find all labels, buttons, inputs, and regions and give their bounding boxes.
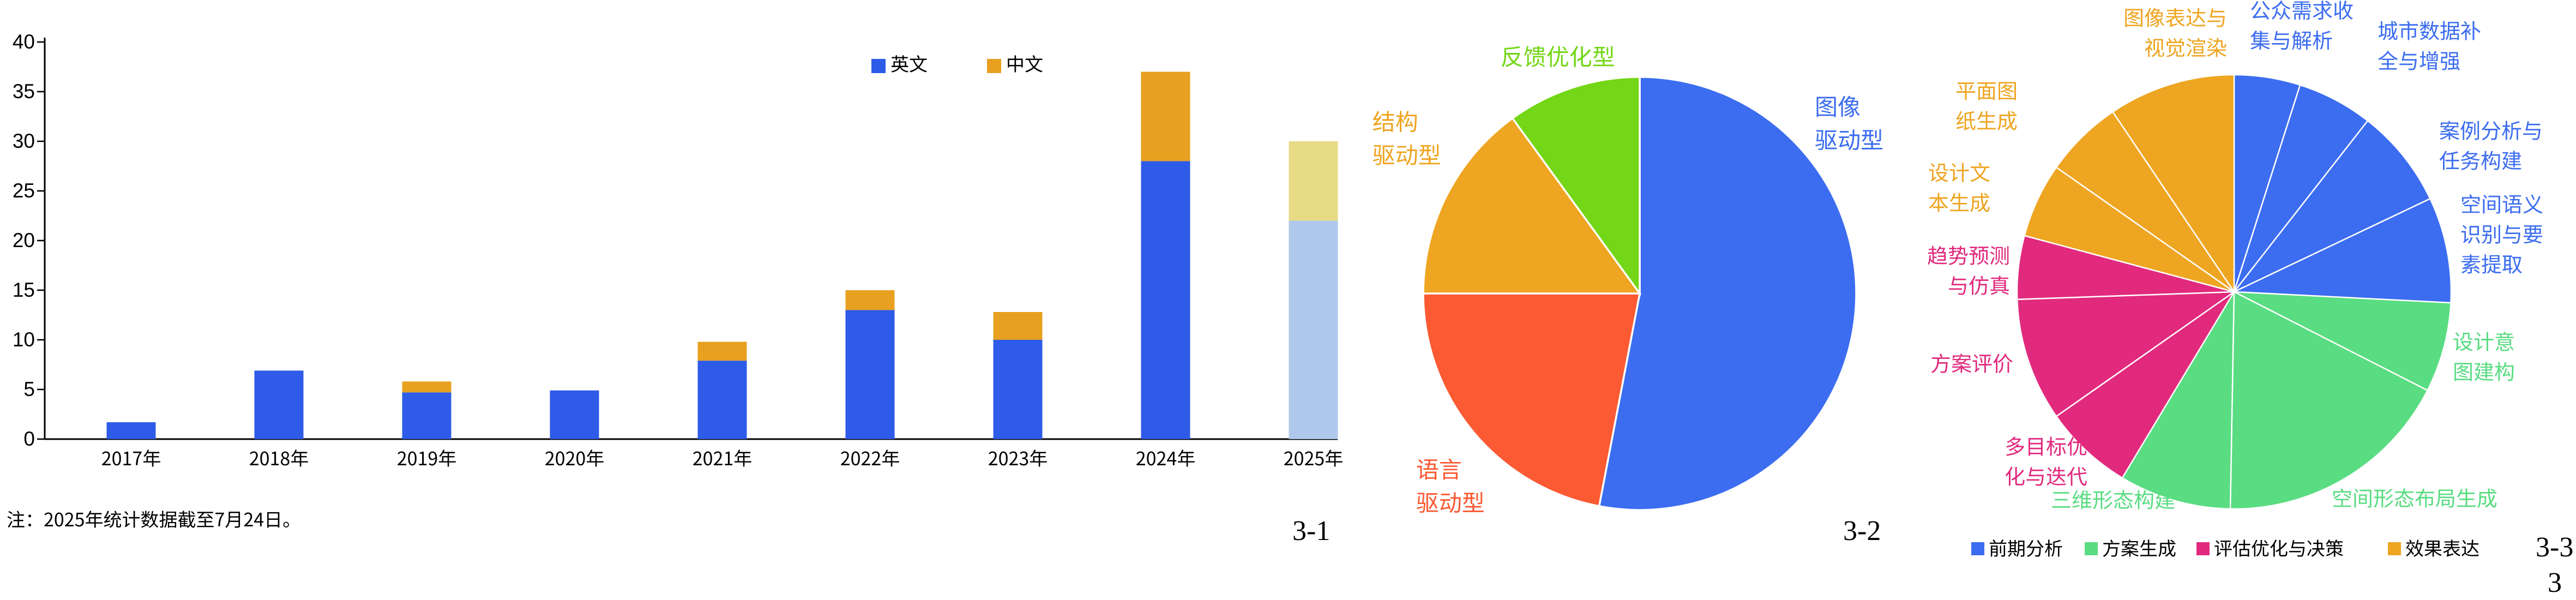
svg-text:反馈优化型: 反馈优化型 (1501, 39, 1615, 73)
svg-text:中文: 中文 (1006, 50, 1043, 76)
svg-text:图建构: 图建构 (2453, 355, 2515, 385)
svg-text:3: 3 (2548, 567, 2562, 598)
svg-text:0: 0 (23, 428, 35, 450)
svg-text:纸生成: 纸生成 (1955, 104, 2018, 134)
svg-text:2025年: 2025年 (1284, 444, 1343, 471)
svg-text:3-2: 3-2 (1843, 515, 1881, 547)
svg-text:空间形态布局生成: 空间形态布局生成 (2332, 482, 2497, 512)
svg-text:驱动型: 驱动型 (1373, 137, 1441, 170)
svg-text:2021年: 2021年 (693, 444, 752, 471)
svg-text:前期分析: 前期分析 (1989, 534, 2063, 561)
svg-text:识别与要: 识别与要 (2460, 218, 2543, 248)
svg-text:素提取: 素提取 (2460, 248, 2523, 278)
svg-text:公众需求收: 公众需求收 (2250, 0, 2354, 24)
svg-text:2022年: 2022年 (840, 444, 900, 471)
svg-text:15: 15 (13, 279, 35, 301)
svg-text:2023年: 2023年 (988, 444, 1048, 471)
svg-text:语言: 语言 (1416, 452, 1462, 485)
svg-text:2018年: 2018年 (249, 444, 309, 471)
svg-text:25: 25 (13, 179, 35, 202)
svg-text:驱动型: 驱动型 (1815, 122, 1883, 155)
svg-text:集与解析: 集与解析 (2250, 24, 2333, 54)
svg-text:视觉渲染: 视觉渲染 (2144, 31, 2227, 61)
svg-text:30: 30 (13, 130, 35, 152)
svg-text:驱动型: 驱动型 (1416, 485, 1485, 518)
svg-text:平面图: 平面图 (1955, 74, 2018, 104)
svg-text:空间语义: 空间语义 (2460, 188, 2543, 218)
svg-text:2017年: 2017年 (101, 444, 161, 471)
svg-text:20: 20 (13, 229, 35, 251)
svg-text:10: 10 (13, 328, 35, 351)
svg-text:3-3: 3-3 (2536, 532, 2573, 563)
svg-text:2019年: 2019年 (397, 444, 456, 471)
svg-text:案例分析与: 案例分析与 (2439, 114, 2543, 144)
svg-text:评估优化与决策: 评估优化与决策 (2214, 534, 2344, 561)
svg-text:与仿真: 与仿真 (1948, 269, 2010, 299)
svg-text:图像: 图像 (1815, 89, 1861, 122)
svg-text:结构: 结构 (1373, 104, 1418, 137)
svg-text:城市数据补: 城市数据补 (2378, 14, 2481, 44)
svg-text:多目标优: 多目标优 (2005, 430, 2087, 460)
svg-text:35: 35 (13, 80, 35, 103)
svg-text:图像表达与: 图像表达与 (2123, 1, 2227, 31)
svg-text:40: 40 (13, 31, 35, 53)
svg-text:效果表达: 效果表达 (2405, 534, 2479, 561)
svg-text:注：2025年统计数据截至7月24日。: 注：2025年统计数据截至7月24日。 (7, 505, 301, 532)
svg-text:趋势预测: 趋势预测 (1927, 239, 2010, 269)
svg-text:设计意: 设计意 (2453, 325, 2515, 355)
svg-text:全与增强: 全与增强 (2378, 44, 2460, 74)
svg-text:英文: 英文 (890, 50, 928, 76)
svg-text:任务构建: 任务构建 (2439, 144, 2522, 174)
svg-text:本生成: 本生成 (1928, 186, 1990, 216)
svg-text:化与迭代: 化与迭代 (2005, 460, 2087, 490)
svg-text:方案生成: 方案生成 (2102, 534, 2176, 561)
svg-text:5: 5 (23, 378, 35, 400)
svg-text:设计文: 设计文 (1928, 156, 1990, 186)
svg-text:2020年: 2020年 (545, 444, 604, 471)
svg-text:2024年: 2024年 (1136, 444, 1195, 471)
svg-text:3-1: 3-1 (1292, 515, 1330, 547)
svg-text:方案评价: 方案评价 (1930, 347, 2013, 377)
